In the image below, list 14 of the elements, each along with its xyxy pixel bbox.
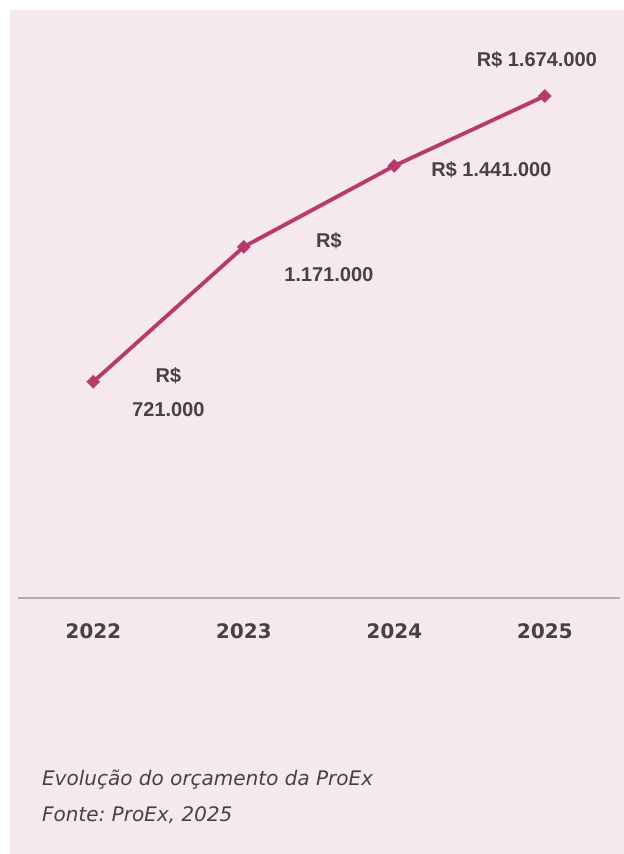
source-note: Fonte: ProEx, 2025 bbox=[42, 801, 234, 828]
point bbox=[387, 158, 402, 173]
x-tick-label: 2022 bbox=[65, 619, 122, 644]
point bbox=[236, 240, 251, 254]
x-tick-label: 2025 bbox=[516, 619, 573, 644]
x-tick-label: 2024 bbox=[366, 619, 422, 644]
x-tick-label: 2023 bbox=[216, 619, 272, 644]
text: Evolução do orçamento da ProEx bbox=[42, 765, 373, 792]
data-label: R$ 1.674.000 bbox=[476, 49, 597, 71]
point bbox=[538, 89, 552, 103]
data-label: R$ 721.000 bbox=[132, 364, 204, 421]
data-label: R$ 1.171.000 bbox=[284, 230, 374, 286]
point bbox=[86, 374, 100, 389]
data-label: R$ 1.441.000 bbox=[431, 158, 552, 181]
